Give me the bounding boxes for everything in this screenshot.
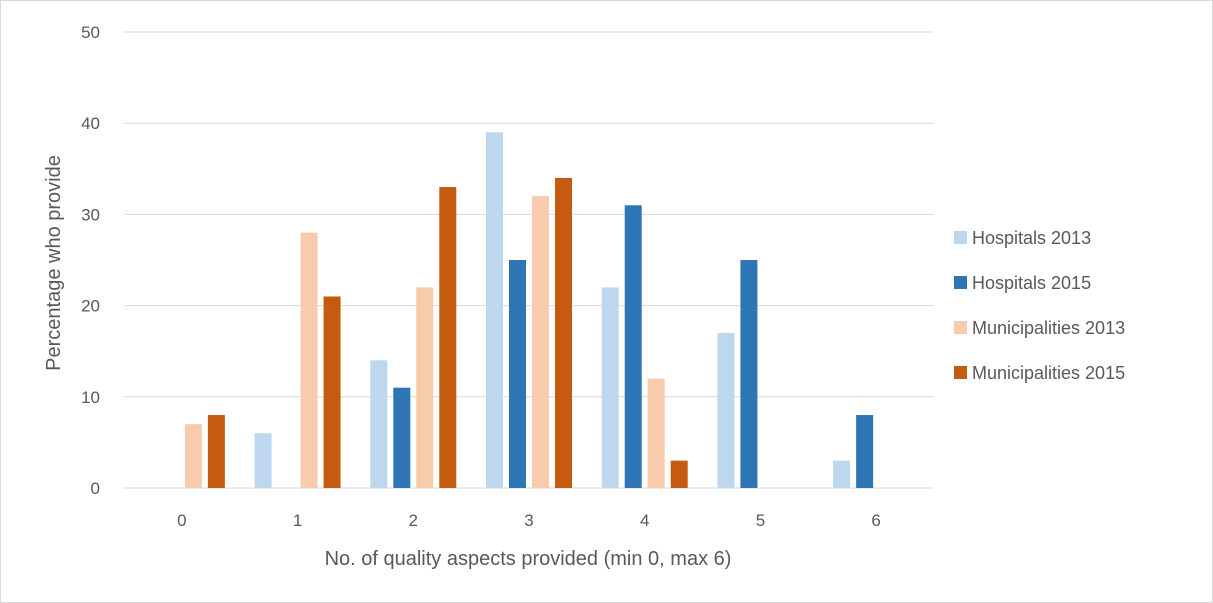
y-axis-ticks: 0 10 20 30 40 50 [81, 23, 100, 498]
legend-label: Municipalities 2015 [972, 363, 1125, 383]
bars [184, 132, 874, 489]
gridlines [124, 31, 934, 489]
y-tick-label: 10 [81, 388, 100, 407]
y-tick-label: 50 [81, 23, 100, 42]
legend-swatch [954, 321, 967, 334]
bar-municipalities-2015-0 [207, 415, 225, 488]
x-tick-label: 6 [871, 511, 880, 530]
bar-hospitals-2015-2 [393, 387, 411, 488]
x-tick-label: 1 [293, 511, 302, 530]
bar-hospitals-2013-3 [486, 132, 503, 488]
x-tick-label: 2 [409, 511, 418, 530]
bar-municipalities-2013-0 [184, 424, 202, 488]
bar-municipalities-2013-3 [532, 196, 549, 488]
bar-hospitals-2013-1 [254, 433, 272, 488]
x-tick-label: 0 [177, 511, 186, 530]
bar-hospitals-2015-5 [740, 260, 758, 488]
x-axis-ticks: 0 1 2 3 4 5 6 [177, 511, 881, 530]
bar-municipalities-2015-2 [439, 187, 457, 489]
y-tick-label: 40 [81, 114, 100, 133]
legend-swatch [954, 231, 967, 244]
y-axis-title: Percentage who provide [43, 155, 65, 371]
bar-municipalities-2013-2 [416, 287, 434, 488]
legend-label: Municipalities 2013 [972, 318, 1125, 338]
bar-municipalities-2015-1 [323, 296, 341, 488]
bar-hospitals-2015-4 [624, 205, 642, 488]
bar-hospitals-2015-3 [509, 260, 526, 488]
legend-swatch [954, 276, 967, 289]
y-tick-label: 20 [81, 297, 100, 316]
y-tick-label: 30 [81, 205, 100, 224]
x-tick-label: 3 [524, 511, 533, 530]
legend-label: Hospitals 2015 [972, 273, 1091, 293]
bar-municipalities-2015-4 [670, 460, 688, 488]
bar-hospitals-2013-2 [370, 360, 388, 488]
x-tick-label: 5 [756, 511, 765, 530]
bar-hospitals-2013-5 [717, 332, 735, 488]
legend-swatch [954, 366, 967, 379]
bar-hospitals-2013-4 [601, 287, 619, 488]
bar-hospitals-2015-6 [856, 415, 874, 488]
bar-municipalities-2015-3 [555, 177, 572, 489]
legend-label: Hospitals 2013 [972, 228, 1091, 248]
bar-municipalities-2013-1 [300, 232, 318, 488]
y-tick-label: 0 [91, 479, 100, 498]
legend: Hospitals 2013 Hospitals 2015 Municipaliti… [954, 228, 1125, 383]
x-axis-title: No. of quality aspects provided (min 0, … [325, 548, 732, 570]
x-tick-label: 4 [640, 511, 649, 530]
bar-hospitals-2013-6 [833, 460, 851, 488]
bar-municipalities-2013-4 [647, 378, 665, 488]
